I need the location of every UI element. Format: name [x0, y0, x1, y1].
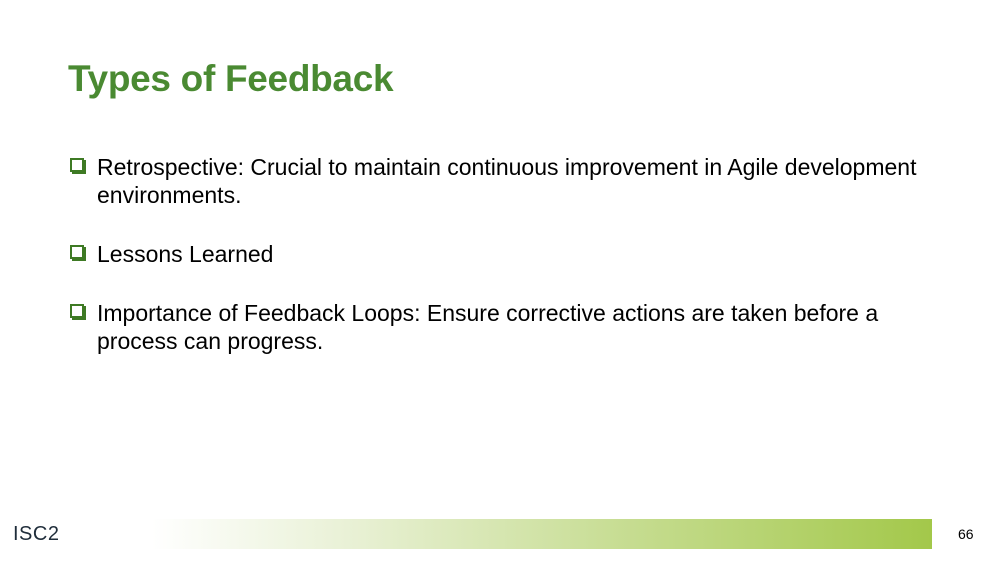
- slide-title: Types of Feedback: [68, 58, 394, 99]
- checkbox-square-icon: [70, 158, 84, 172]
- bullet-item: Importance of Feedback Loops: Ensure cor…: [70, 299, 950, 355]
- bullet-item: Lessons Learned: [70, 240, 950, 268]
- bullet-text: Lessons Learned: [97, 241, 274, 267]
- checkbox-square-icon: [70, 245, 84, 259]
- bullet-text: Importance of Feedback Loops: Ensure cor…: [97, 300, 879, 354]
- page-number: 66: [958, 526, 974, 542]
- bullet-text: Retrospective: Crucial to maintain conti…: [97, 154, 917, 208]
- bullet-item: Retrospective: Crucial to maintain conti…: [70, 153, 950, 209]
- footer-gradient-bar: [152, 519, 932, 549]
- bullet-list: Retrospective: Crucial to maintain conti…: [70, 153, 950, 355]
- checkbox-square-icon: [70, 304, 84, 318]
- isc2-logo: ISC2: [13, 523, 60, 545]
